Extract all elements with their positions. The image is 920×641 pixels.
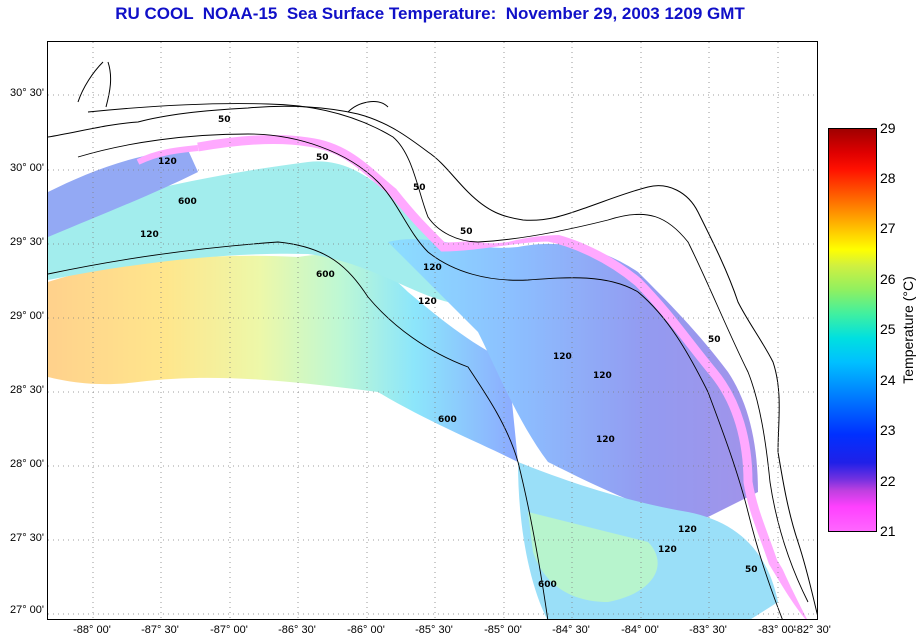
lon-label: -83° 30' [689,624,727,636]
isobath-600 [48,241,549,619]
colorbar-label: Temperature (°C) [900,276,916,384]
lon-label: -87° 00' [210,624,248,636]
sst-map-canvas: 50 120 600 120 600 50 120 50 120 50 120 … [48,42,817,619]
sst-map: 50 120 600 120 600 50 120 50 120 50 120 … [47,41,818,620]
lat-label: 28° 30' [9,384,44,396]
lon-label: -88° 00' [73,624,111,636]
colorbar-tick: 22 [880,473,896,489]
isobath-label: 50 [413,183,426,193]
lon-label: -82° 30' [793,624,831,636]
lat-label: 30° 00' [9,162,44,174]
lon-label: -85° 30' [415,624,453,636]
isobath-label: 120 [678,525,697,535]
isobaths [48,103,809,619]
isobath-label: 600 [538,580,557,590]
lon-label: -83° 00' [758,624,796,636]
colorbar-tick: 21 [880,523,896,539]
isobath-50 [87,103,809,603]
lon-label: -87° 30' [141,624,179,636]
bay-outline [77,61,389,113]
isobath-label: 120 [158,157,177,167]
no-data-region [48,382,528,619]
lat-label: 28° 00' [9,458,44,470]
isobath-label: 120 [423,263,442,273]
isobath-label: 600 [438,415,457,425]
isobath-label: 50 [316,153,329,163]
map-title: RU COOL NOAA-15 Sea Surface Temperature:… [115,4,745,23]
colorbar-tick: 29 [880,120,896,136]
isobath-label: 120 [418,297,437,307]
colorbar-tick: 23 [880,422,896,438]
isobath-label: 120 [596,435,615,445]
isobath-label: 600 [178,197,197,207]
coastline [48,105,817,616]
lat-lon-grid [48,42,817,619]
isobath-label: 50 [218,115,231,125]
isobath-label: 120 [140,230,159,240]
lon-label: -84° 00' [621,624,659,636]
lon-label: -86° 00' [347,624,385,636]
lon-label: -86° 30' [278,624,316,636]
isobath-label: 120 [658,545,677,555]
lat-label: 30° 30' [9,87,44,99]
lon-label: -84° 30' [552,624,590,636]
colorbar-tick: 27 [880,220,896,236]
colorbar-tick: 24 [880,372,896,388]
colorbar-tick: 28 [880,170,896,186]
land-florida [48,42,817,619]
lat-label: 27° 30' [9,532,44,544]
isobath-labels: 50 120 600 120 600 50 120 50 120 50 120 … [140,115,758,590]
colorbar-tick: 26 [880,271,896,287]
isobath-label: 50 [708,335,721,345]
colorbar-tick: 25 [880,321,896,337]
isobath-label: 600 [316,270,335,280]
isobath-label: 50 [745,565,758,575]
lat-label: 27° 00' [9,604,44,616]
temperature-colorbar [828,128,877,532]
lon-label: -85° 00' [484,624,522,636]
isobath-label: 120 [593,371,612,381]
isobath-120 [77,133,783,619]
lat-label: 29° 00' [9,310,44,322]
isobath-label: 120 [553,352,572,362]
lat-label: 29° 30' [9,236,44,248]
isobath-label: 50 [460,227,473,237]
